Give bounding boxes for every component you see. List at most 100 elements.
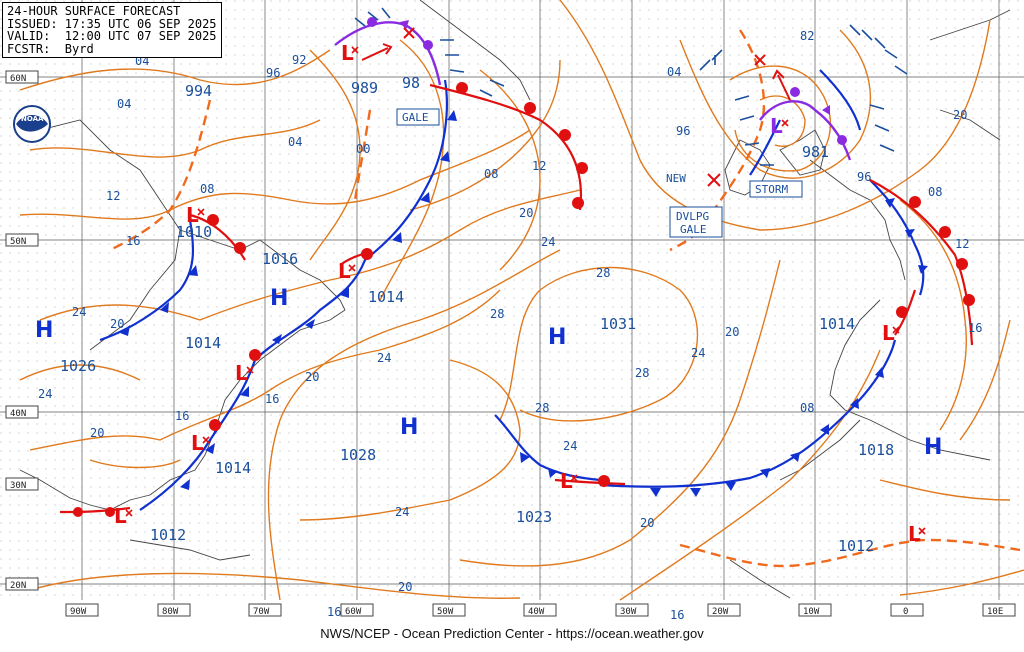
svg-text:NOAA: NOAA: [21, 115, 44, 123]
noaa-logo: NOAA: [13, 105, 51, 143]
header-forecaster: FCSTR: Byrd: [7, 41, 94, 56]
wind-barbs: [354, 7, 908, 166]
lon-label: 70W: [253, 607, 270, 617]
pressure-center-value: 1026: [60, 357, 96, 375]
header-valid: VALID: 12:00 UTC 07 SEP 2025: [7, 29, 217, 43]
pressure-center-value: 1014: [368, 288, 404, 306]
lat-label: 30N: [10, 481, 26, 491]
svg-text:L: L: [235, 361, 248, 385]
isobar-label: 08: [800, 401, 814, 415]
svg-text:L: L: [186, 203, 199, 227]
cold-front-triangles: [120, 110, 928, 497]
lat-label: 60N: [10, 74, 26, 84]
isobar-label: 96: [676, 124, 690, 138]
isobar-label: 28: [596, 266, 610, 280]
isobar-label: 28: [535, 401, 549, 415]
isobar-label: 20: [90, 426, 104, 440]
isobar-label: 16: [265, 392, 279, 406]
isobar-label: 82: [800, 29, 814, 43]
svg-text:L: L: [882, 321, 895, 345]
lon-label: 60W: [345, 607, 362, 617]
lon-label: 40W: [528, 607, 545, 617]
isobar-label: 16: [126, 234, 140, 248]
isobar-label: 12: [106, 189, 120, 203]
forecast-x-marks: [403, 27, 766, 187]
isobar-label: 12: [955, 237, 969, 251]
pressure-center-value: 1014: [185, 334, 221, 352]
lat-labels: 60N 50N 40N 30N 20N: [5, 70, 39, 591]
svg-text:L: L: [341, 41, 354, 65]
isobar-label: 16: [327, 605, 341, 619]
lat-label: 50N: [10, 237, 26, 247]
coastlines: [19, 0, 1011, 599]
isobar-label: 24: [691, 346, 705, 360]
header-title: 24-HOUR SURFACE FORECAST: [7, 4, 181, 18]
new-label: NEW: [666, 172, 686, 185]
svg-text:H: H: [270, 286, 288, 311]
header-issued: ISSUED: 17:35 UTC 06 SEP 2025: [7, 16, 217, 31]
isobar-label: 16: [968, 321, 982, 335]
pressure-center-value: 1016: [262, 250, 298, 268]
isobar-label: 04: [288, 135, 302, 149]
lon-label: 10E: [987, 607, 1003, 617]
pressure-value: 994: [185, 82, 212, 100]
svg-text:DVLPG: DVLPG: [676, 210, 709, 223]
svg-text:H: H: [400, 415, 418, 440]
isobar-label: 12: [532, 159, 546, 173]
isobar-label: 28: [635, 366, 649, 380]
svg-text:L: L: [908, 522, 921, 546]
pressure-center-value: 1012: [838, 537, 874, 555]
lon-label: 90W: [70, 607, 87, 617]
pressure-center-value: 1014: [819, 315, 855, 333]
motion-arrows: [361, 43, 791, 101]
isobar-label: 20: [519, 206, 533, 220]
pressure-values: 1026 1010 1016 989 1014 1031 1028 1023 9…: [60, 74, 894, 555]
isobar-label: 24: [377, 351, 391, 365]
footer-credit: NWS/NCEP - Ocean Prediction Center - htt…: [320, 626, 704, 641]
isobar-label: 20: [305, 370, 319, 384]
isobar-label: 08: [928, 185, 942, 199]
isobar-label: 96: [266, 66, 280, 80]
pressure-center-value: 1014: [215, 459, 251, 477]
pressure-center-value: 1031: [600, 315, 636, 333]
pressure-center-value: 1010: [176, 223, 212, 241]
pressure-value: 98: [402, 74, 420, 92]
svg-text:L: L: [191, 431, 204, 455]
isobar-label: 20: [725, 325, 739, 339]
isobar-label: 00: [356, 142, 370, 156]
gale-label: GALE: [402, 111, 429, 124]
svg-text:L: L: [338, 259, 351, 283]
warning-labels: GALE STORM DVLPG GALE NEW: [396, 108, 803, 238]
svg-text:H: H: [924, 435, 942, 460]
isobar-label: 28: [490, 307, 504, 321]
lon-label: 10W: [803, 607, 820, 617]
lon-labels: 90W 80W 70W 60W 50W 40W 30W 20W 10W 0 10…: [65, 603, 1016, 617]
svg-text:L: L: [770, 114, 783, 138]
isobar-label: 04: [117, 97, 131, 111]
lat-label: 40N: [10, 409, 26, 419]
pressure-center-value: 981: [802, 143, 829, 161]
isobar-label: 08: [200, 182, 214, 196]
isobar-label: 92: [292, 53, 306, 67]
svg-text:L: L: [114, 504, 127, 528]
pressure-center-value: 1028: [340, 446, 376, 464]
isobar-label: 20: [110, 317, 124, 331]
storm-label: STORM: [755, 183, 788, 196]
isobar-label: 20: [398, 580, 412, 594]
isobars: [19, 0, 1024, 601]
isobar-label: 24: [38, 387, 52, 401]
isobar-label: 16: [175, 409, 189, 423]
isobars-dashed: [109, 29, 1021, 568]
isobar-label: 16: [670, 608, 684, 622]
occluded-symbols: [367, 17, 847, 145]
warm-front-bumps: [73, 82, 975, 517]
pressure-center-value: 1018: [858, 441, 894, 459]
pressure-center-value: 1012: [150, 526, 186, 544]
isobar-label: 24: [72, 305, 86, 319]
lon-label: 80W: [162, 607, 179, 617]
isobar-label: 04: [667, 65, 681, 79]
isobar-labels: 04 04 08 12 16 24 20 24 20 92 96 00 04 0…: [38, 29, 982, 622]
lon-label: 0: [903, 607, 908, 617]
isobar-label: 24: [395, 505, 409, 519]
isobar-label: 24: [541, 235, 555, 249]
